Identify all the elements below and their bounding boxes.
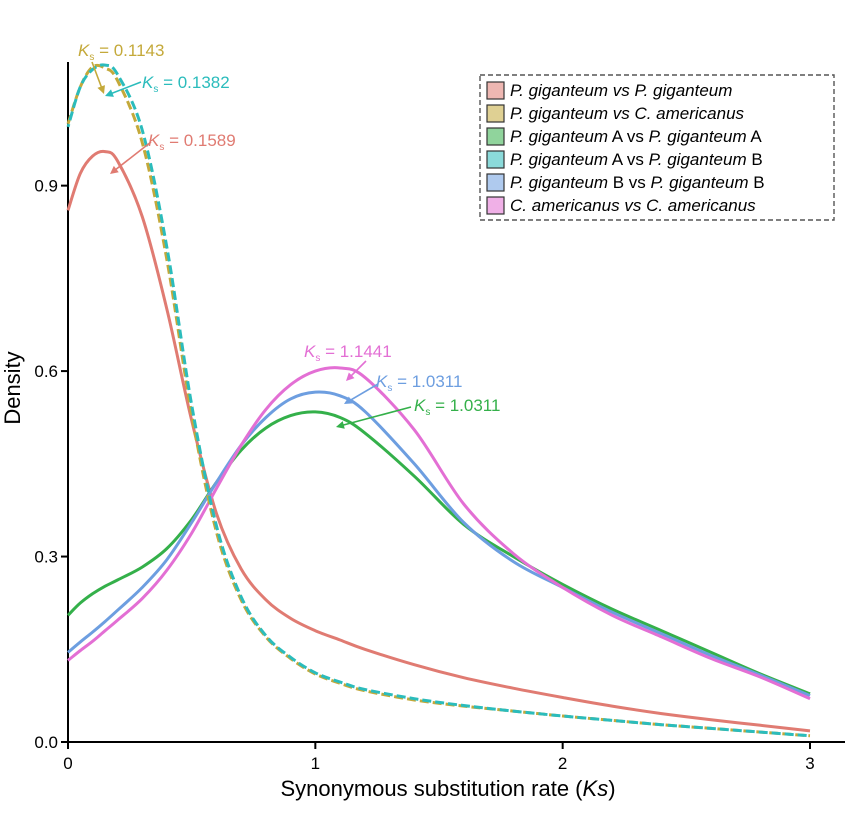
- annotation-arrow: [111, 141, 152, 174]
- annotation-label: Ks = 1.0311: [376, 372, 462, 394]
- annotation-label: Ks = 1.0311: [414, 396, 500, 418]
- annotation-arrowhead: [344, 396, 353, 404]
- density-curves: [66, 63, 811, 738]
- legend-entry: P. giganteum A vs P. giganteum B: [486, 150, 763, 169]
- y-tick-label: 0.0: [34, 733, 58, 752]
- y-tick-label: 0.6: [34, 362, 58, 381]
- x-axis-title: Synonymous substitution rate (Ks): [280, 776, 615, 801]
- series-line-3: [66, 63, 811, 738]
- legend-swatch: [486, 196, 505, 215]
- series-line-2: [66, 410, 811, 696]
- series-line-5: [67, 366, 811, 701]
- annotation-arrowhead: [110, 165, 119, 174]
- legend-label: C. americanus vs C. americanus: [510, 196, 756, 215]
- legend-entry: P. giganteum A vs P. giganteum A: [486, 127, 762, 146]
- legend-label: P. giganteum B vs P. giganteum B: [510, 173, 765, 192]
- annotation-label: Ks = 0.1382: [142, 73, 230, 95]
- peak-annotation: Ks = 1.0311: [336, 396, 500, 429]
- y-axis-title: Density: [0, 351, 25, 424]
- x-tick-label: 0: [63, 754, 72, 773]
- annotation-arrow: [337, 406, 412, 428]
- series-line-4: [67, 390, 811, 697]
- legend-box: [479, 74, 835, 221]
- x-tick-label: 1: [311, 754, 320, 773]
- annotation-arrow: [345, 383, 379, 404]
- legend-swatch: [486, 173, 505, 192]
- legend-swatch: [486, 127, 505, 146]
- legend-entry: P. giganteum B vs P. giganteum B: [486, 173, 765, 192]
- annotation-arrowhead: [105, 89, 114, 97]
- annotation-label: Ks = 0.1589: [148, 131, 236, 153]
- legend-swatch: [486, 150, 505, 169]
- y-tick-label: 0.3: [34, 548, 58, 567]
- x-tick-label: 2: [558, 754, 567, 773]
- peak-annotation: Ks = 0.1589: [110, 131, 236, 174]
- annotation-label: Ks = 0.1143: [78, 41, 164, 63]
- annotation-arrowhead: [346, 372, 355, 381]
- annotation-label: Ks = 1.1441: [304, 342, 392, 364]
- legend-label: P. giganteum vs P. giganteum: [510, 81, 732, 100]
- legend-swatch: [486, 104, 505, 123]
- x-tick-label: 3: [805, 754, 814, 773]
- legend-label: P. giganteum vs C. americanus: [510, 104, 745, 123]
- legend-label: P. giganteum A vs P. giganteum B: [510, 150, 763, 169]
- legend-entry: P. giganteum vs P. giganteum: [486, 81, 732, 100]
- peak-annotations: Ks = 0.1143 Ks = 0.1382 Ks = 0.1589 Ks = 1.…: [78, 41, 500, 429]
- peak-annotation: Ks = 1.1441: [304, 342, 392, 381]
- annotation-arrowhead: [97, 85, 105, 94]
- peak-annotation: Ks = 1.0311: [344, 372, 462, 404]
- legend-label: P. giganteum A vs P. giganteum A: [510, 127, 762, 146]
- axes: 0.0 0.3 0.6 0.9 0 1 2 3: [34, 62, 845, 773]
- annotation-arrow: [106, 81, 142, 97]
- legend: P. giganteum vs P. giganteum P. giganteum…: [479, 74, 835, 221]
- peak-annotation: Ks = 0.1382: [105, 73, 230, 97]
- series-line-0: [66, 149, 811, 733]
- y-tick-label: 0.9: [34, 177, 58, 196]
- peak-annotation: Ks = 0.1143: [78, 41, 164, 94]
- legend-entry: C. americanus vs C. americanus: [486, 196, 756, 215]
- annotation-arrowhead: [336, 421, 345, 429]
- legend-swatch: [486, 81, 505, 100]
- legend-entry: P. giganteum vs C. americanus: [486, 104, 745, 123]
